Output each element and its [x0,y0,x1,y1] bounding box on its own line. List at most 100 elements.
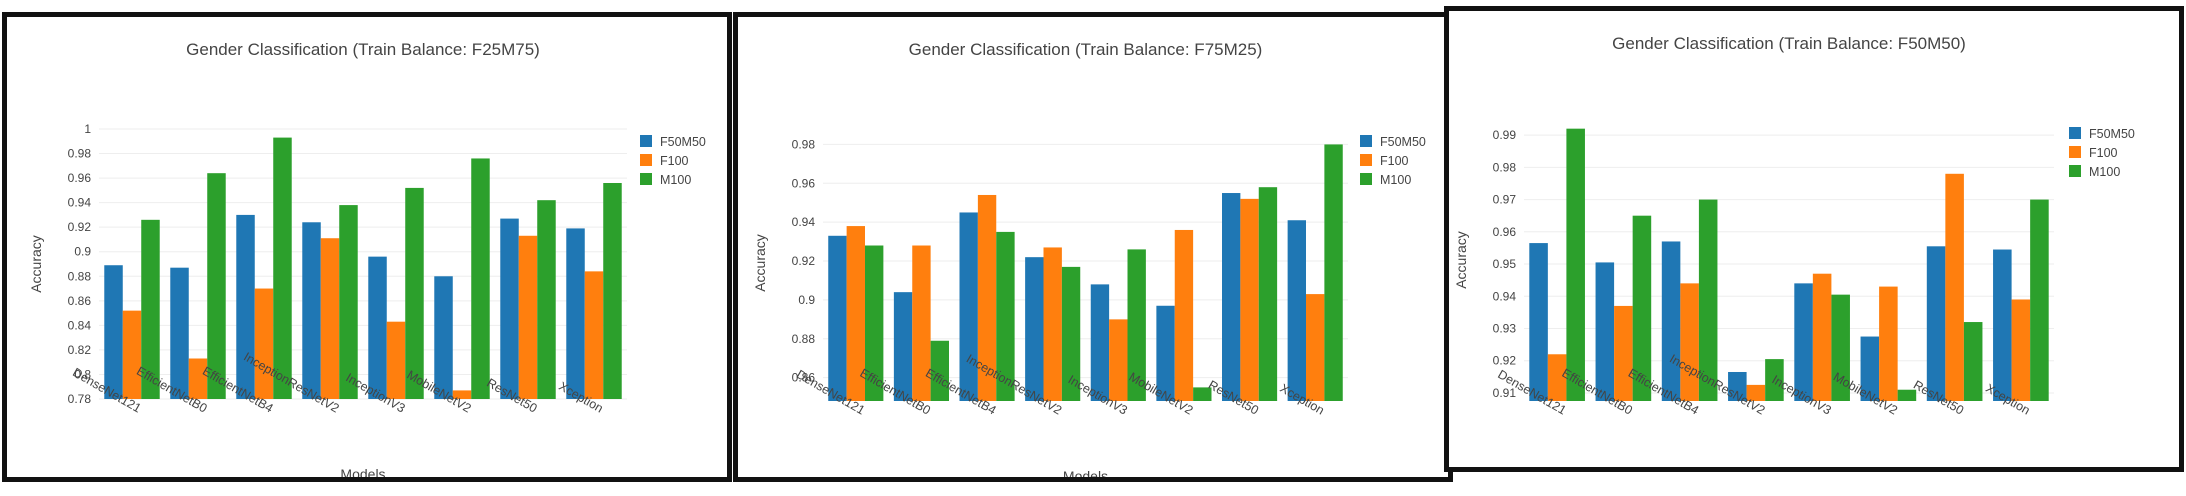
chart-panel-f75m25: Gender Classification (Train Balance: F7… [733,12,1453,482]
bar-f100-inceptionv3 [386,321,406,399]
bar-f100-xception [2011,299,2031,401]
bar-m100-efficientnetb4 [273,137,292,399]
bar-f100-efficientnetb4 [977,194,997,401]
legend-label-m100: M100 [1380,173,1411,187]
y-tick-label: 0.96 [792,176,816,190]
bar-f50m50-efficientnetb4 [1661,241,1681,401]
y-axis-title: Accuracy [752,234,768,292]
y-tick-label: 0.98 [792,137,816,151]
bar-f100-xception [1306,294,1325,401]
y-tick-label: 0.84 [68,318,92,332]
y-tick-label: 0.88 [792,332,816,346]
y-tick-label: 0.95 [1493,257,1517,271]
bar-m100-resnet50 [537,200,556,399]
bar-m100-inceptionresnetv2 [1061,266,1081,401]
bar-f50m50-efficientnetb0 [893,292,913,401]
bar-f50m50-resnet50 [500,218,519,399]
y-tick-label: 0.86 [68,294,92,308]
bar-f50m50-efficientnetb0 [1595,262,1615,401]
legend-swatch-f50m50 [640,135,652,147]
bar-f50m50-efficientnetb4 [236,214,255,399]
y-tick-label: 0.99 [1493,128,1517,142]
bar-f50m50-densenet121 [828,235,847,401]
legend-label-m100: M100 [2089,165,2120,179]
bar-f50m50-inceptionresnetv2 [302,222,321,399]
bar-f100-efficientnetb4 [1680,283,1699,401]
bar-m100-mobilenetv2 [471,158,490,399]
bar-m100-xception [2030,199,2049,401]
chart-title: Gender Classification (Train Balance: F5… [1612,34,1966,53]
y-tick-label: 0.82 [68,343,92,357]
chart-panel-f25m75: Gender Classification (Train Balance: F2… [2,12,732,482]
bar-m100-xception [603,183,622,399]
y-tick-label: 0.9 [74,245,91,259]
bar-f50m50-inceptionv3 [368,256,387,399]
bar-f50m50-xception [1993,249,2012,401]
legend-swatch-m100 [2069,165,2081,177]
bar-f100-efficientnetb0 [188,358,208,399]
bar-f100-mobilenetv2 [452,390,472,399]
bar-m100-densenet121 [141,219,160,399]
chart-title: Gender Classification (Train Balance: F7… [909,40,1263,59]
bar-m100-efficientnetb0 [207,173,226,399]
bar-f100-inceptionv3 [1812,273,1832,401]
legend-label-f100: F100 [2089,146,2118,160]
bar-m100-densenet121 [1566,128,1585,401]
bar-f100-densenet121 [846,226,865,401]
y-tick-label: 0.94 [1493,289,1517,303]
bar-f100-inceptionresnetv2 [1746,384,1766,401]
bar-m100-inceptionv3 [405,187,424,399]
bar-m100-xception [1324,144,1343,401]
legend-label-f50m50: F50M50 [2089,127,2135,141]
y-tick-label: 0.94 [792,215,816,229]
bar-f100-resnet50 [518,235,538,399]
bar-m100-inceptionv3 [1127,249,1146,401]
y-tick-label: 0.92 [68,220,92,234]
legend-swatch-m100 [640,173,652,185]
y-axis-title: Accuracy [1453,231,1469,289]
bar-f100-xception [584,271,604,399]
bar-f50m50-resnet50 [1222,193,1241,401]
bar-f50m50-mobilenetv2 [434,276,453,399]
bar-m100-inceptionresnetv2 [339,205,358,399]
legend-label-f50m50: F50M50 [660,135,706,149]
bar-m100-mobilenetv2 [1193,387,1212,401]
y-tick-label: 0.8 [74,367,91,381]
bar-f50m50-densenet121 [104,265,123,399]
bar-f50m50-mobilenetv2 [1156,305,1175,401]
y-tick-label: 0.91 [1493,386,1517,400]
bar-f100-resnet50 [1945,173,1964,401]
bar-f100-mobilenetv2 [1174,229,1194,401]
legend-swatch-f50m50 [2069,127,2081,139]
bar-f100-mobilenetv2 [1879,286,1898,401]
bar-f100-inceptionresnetv2 [320,238,340,399]
y-tick-label: 0.93 [1493,321,1517,335]
y-tick-label: 1 [84,122,91,136]
bar-f50m50-inceptionresnetv2 [1025,257,1044,401]
bar-m100-efficientnetb0 [1632,215,1652,401]
bar-f100-densenet121 [1547,354,1567,401]
bar-f100-resnet50 [1240,198,1259,401]
bar-m100-efficientnetb0 [930,340,949,401]
bar-m100-inceptionv3 [1831,294,1850,401]
y-axis-title: Accuracy [28,235,44,293]
y-tick-label: 0.78 [68,392,92,406]
legend-label-f50m50: F50M50 [1380,135,1426,149]
y-tick-label: 0.96 [1493,225,1517,239]
bar-f50m50-resnet50 [1926,246,1946,401]
chart-panel-f50m50: Gender Classification (Train Balance: F5… [1444,6,2184,472]
legend-swatch-f50m50 [1360,135,1372,147]
y-tick-label: 0.86 [792,371,816,385]
chart-svg-f25m75: Gender Classification (Train Balance: F2… [28,40,706,477]
bar-m100-resnet50 [1258,187,1278,401]
y-tick-label: 0.98 [1493,160,1517,174]
bar-f100-efficientnetb0 [912,245,931,401]
bar-f50m50-inceptionresnetv2 [1728,371,1747,401]
y-tick-label: 0.96 [68,171,92,185]
bar-m100-inceptionresnetv2 [1765,359,1784,401]
bar-f100-inceptionv3 [1109,319,1128,401]
y-tick-label: 0.9 [798,293,815,307]
bar-m100-densenet121 [865,245,884,401]
bar-m100-efficientnetb4 [996,231,1015,401]
bar-f50m50-inceptionv3 [1794,283,1813,401]
